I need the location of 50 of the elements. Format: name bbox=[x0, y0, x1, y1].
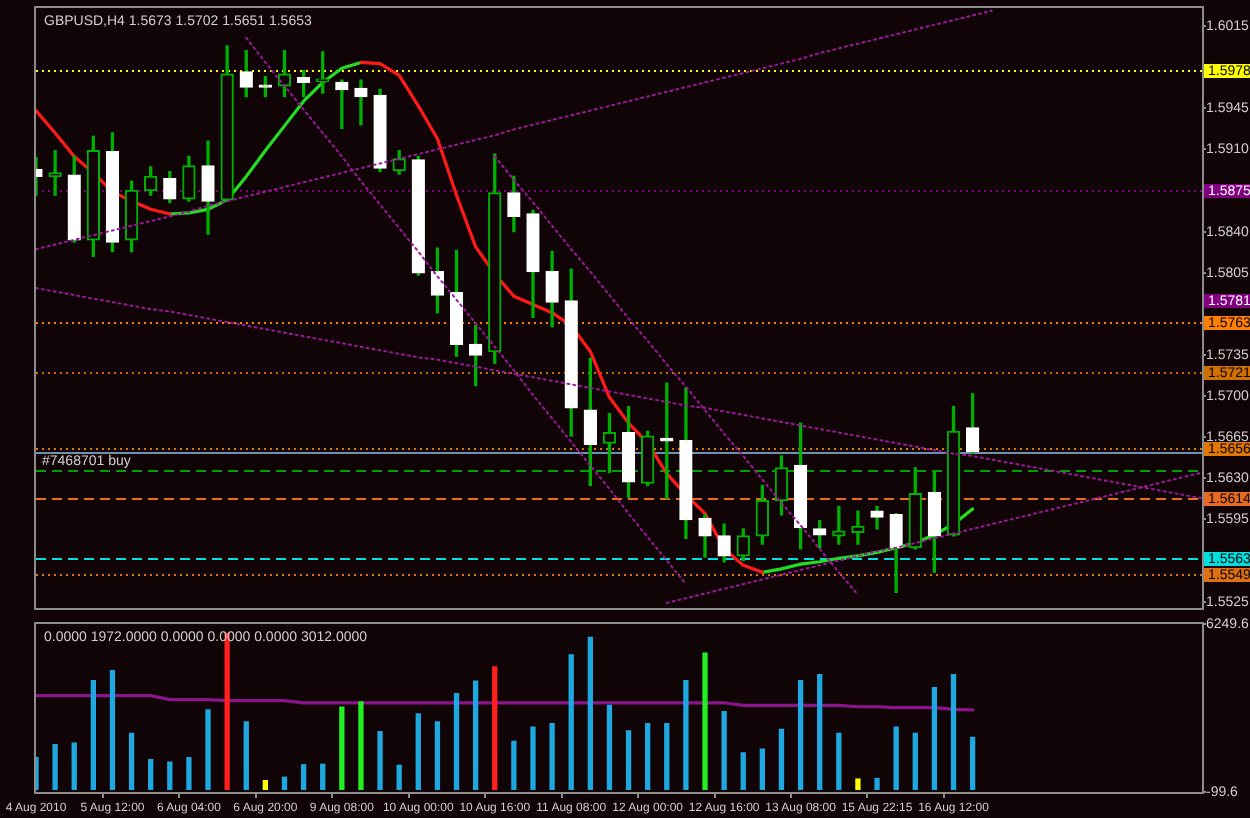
bar bbox=[549, 722, 555, 791]
bar bbox=[817, 673, 823, 791]
bar bbox=[950, 673, 957, 791]
bar bbox=[109, 669, 116, 791]
bar bbox=[931, 687, 938, 791]
bar bbox=[645, 722, 651, 791]
bar bbox=[205, 709, 211, 791]
bar bbox=[855, 778, 861, 791]
bar bbox=[396, 764, 402, 791]
bar bbox=[530, 726, 536, 791]
bar bbox=[721, 711, 727, 791]
candlestick bbox=[851, 510, 865, 545]
bar bbox=[836, 732, 842, 791]
bar bbox=[511, 740, 517, 791]
bar bbox=[262, 780, 269, 791]
bar bbox=[148, 758, 154, 791]
bar bbox=[90, 679, 96, 791]
bar bbox=[453, 692, 460, 791]
bar bbox=[320, 763, 326, 791]
bar bbox=[893, 726, 899, 791]
bar bbox=[434, 721, 441, 791]
bar bbox=[568, 654, 574, 791]
bar bbox=[797, 679, 804, 791]
bar bbox=[281, 776, 288, 791]
candlestick bbox=[354, 79, 368, 126]
bar bbox=[664, 722, 670, 791]
bar bbox=[492, 666, 498, 791]
bar bbox=[128, 732, 135, 791]
bar bbox=[358, 701, 364, 791]
bar bbox=[339, 706, 345, 791]
bar bbox=[969, 736, 976, 791]
bar bbox=[415, 713, 421, 791]
bar bbox=[243, 721, 249, 791]
bar bbox=[740, 752, 746, 791]
bar bbox=[300, 764, 307, 791]
bar bbox=[778, 728, 785, 791]
bar bbox=[874, 777, 880, 791]
bar bbox=[377, 730, 383, 791]
bar bbox=[472, 680, 479, 791]
bar bbox=[52, 744, 58, 791]
bar bbox=[683, 679, 689, 791]
bar bbox=[71, 742, 77, 791]
bar bbox=[759, 748, 766, 791]
bar bbox=[587, 636, 593, 791]
bar bbox=[625, 730, 632, 791]
bar bbox=[186, 757, 192, 791]
bar bbox=[702, 652, 708, 791]
bar bbox=[912, 732, 918, 791]
bar bbox=[167, 761, 173, 791]
bar bbox=[606, 704, 613, 791]
